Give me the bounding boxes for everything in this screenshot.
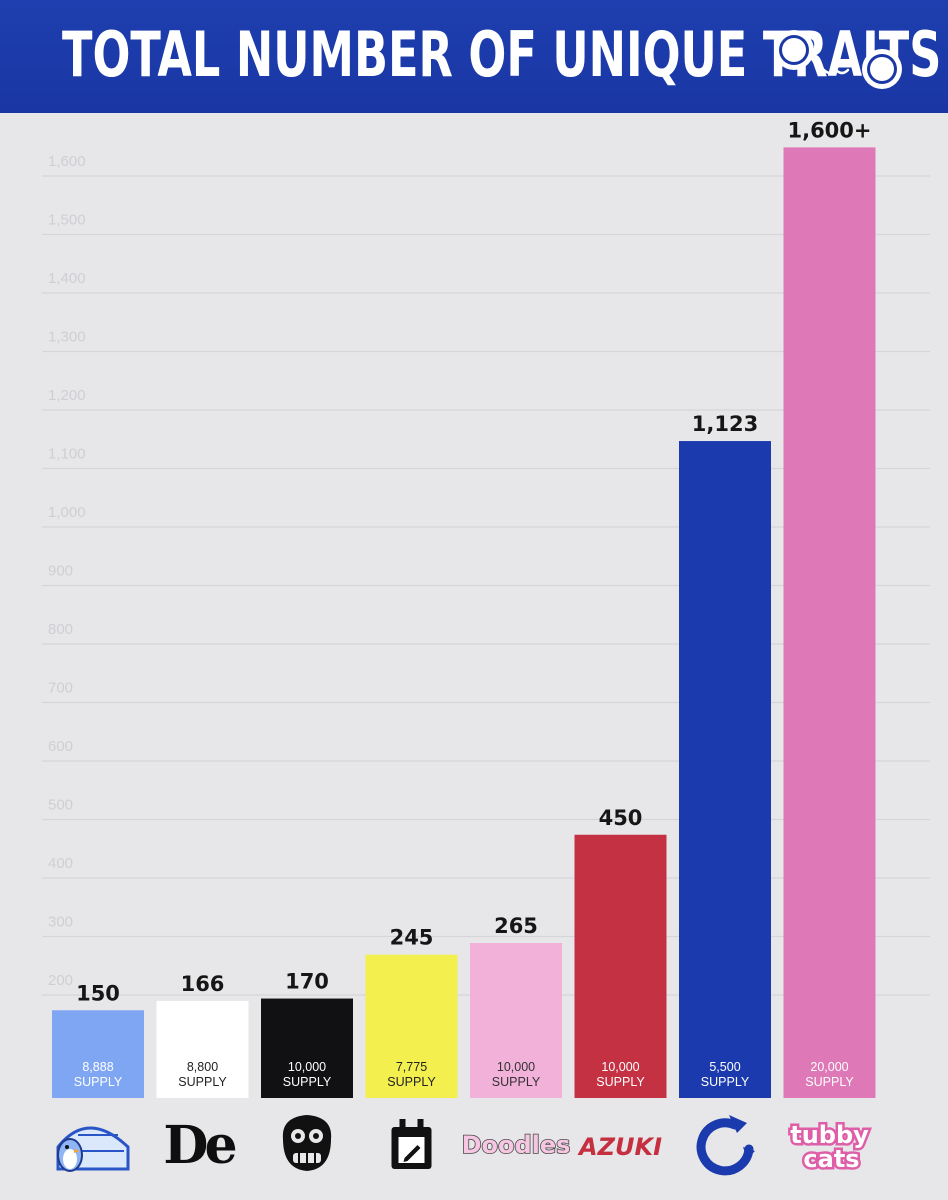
bar <box>261 998 353 1098</box>
supply-word: SUPPLY <box>596 1075 645 1089</box>
y-axis-ticks: 200 300 400 500 600 700 800 900 1,000 1,100 1,200 1… <box>48 153 86 989</box>
bar-value-labels: 150 166 170 245 265 450 1,123 1,600+ <box>76 118 871 1005</box>
y-tick-label: 1,300 <box>48 329 86 346</box>
bar <box>679 441 771 1098</box>
y-tick-label: 800 <box>48 621 73 638</box>
ape-skull-icon <box>282 1115 332 1171</box>
bars <box>52 147 876 1098</box>
supply-value: 10,000 <box>601 1060 639 1074</box>
supply-word: SUPPLY <box>283 1075 332 1089</box>
bar-value-label: 245 <box>390 926 434 950</box>
tubby-eyes-logo-icon <box>774 30 902 89</box>
bar <box>470 942 562 1098</box>
doodles-wordmark-icon: Doodles <box>461 1130 571 1160</box>
supply-word: SUPPLY <box>74 1075 123 1089</box>
bar <box>52 1010 144 1098</box>
y-tick-label: 1,200 <box>48 387 86 404</box>
supply-word: SUPPLY <box>701 1075 750 1089</box>
y-tick-label: 700 <box>48 680 73 697</box>
header-banner: TOTAL NUMBER OF UNIQUE TRAITS <box>0 0 948 113</box>
de-logo-icon: De <box>163 1115 239 1176</box>
y-tick-label: 900 <box>48 563 73 580</box>
y-tick-label: 300 <box>48 914 73 931</box>
y-tick-label: 500 <box>48 797 73 814</box>
dragon-ring-icon <box>696 1115 755 1176</box>
supply-word: SUPPLY <box>805 1075 854 1089</box>
pen-badge-icon <box>391 1119 432 1169</box>
y-tick-label: 1,100 <box>48 446 86 463</box>
bar-value-label: 1,600+ <box>787 118 871 142</box>
supply-value: 8,888 <box>82 1060 113 1074</box>
supply-word: SUPPLY <box>387 1075 436 1089</box>
y-tick-label: 1,000 <box>48 504 86 521</box>
igloo-penguin-icon <box>56 1126 130 1172</box>
svg-text:tubby: tubby <box>790 1121 869 1149</box>
bar-value-label: 450 <box>599 806 643 830</box>
azuki-wordmark-icon: AZUKI <box>577 1133 662 1161</box>
y-tick-label: 400 <box>48 855 73 872</box>
svg-text:cats: cats <box>803 1145 859 1173</box>
y-tick-label: 200 <box>48 972 73 989</box>
y-tick-label: 1,400 <box>48 270 86 287</box>
bar <box>156 1000 249 1098</box>
bar <box>783 147 876 1098</box>
supply-labels: 8,888SUPPLY8,800SUPPLY10,000SUPPLY7,775S… <box>74 1060 855 1089</box>
supply-value: 10,000 <box>288 1060 326 1074</box>
supply-value: 5,500 <box>709 1060 740 1074</box>
y-tick-label: 1,500 <box>48 212 86 229</box>
bar <box>365 954 458 1098</box>
svg-text:AZUKI: AZUKI <box>577 1133 662 1161</box>
supply-word: SUPPLY <box>178 1075 227 1089</box>
bar-value-label: 1,123 <box>692 412 758 436</box>
bar-value-label: 265 <box>494 914 538 938</box>
supply-value: 20,000 <box>810 1060 848 1074</box>
y-tick-label: 600 <box>48 738 73 755</box>
svg-text:De: De <box>163 1115 235 1176</box>
bar-value-label: 170 <box>285 970 329 994</box>
y-tick-label: 1,600 <box>48 153 86 170</box>
bar-value-label: 150 <box>76 981 120 1005</box>
supply-word: SUPPLY <box>492 1075 541 1089</box>
supply-value: 10,000 <box>497 1060 535 1074</box>
svg-text:Doodles: Doodles <box>462 1131 571 1159</box>
bar <box>574 834 667 1098</box>
supply-value: 7,775 <box>396 1060 427 1074</box>
supply-value: 8,800 <box>187 1060 218 1074</box>
bar-value-label: 166 <box>181 972 225 996</box>
